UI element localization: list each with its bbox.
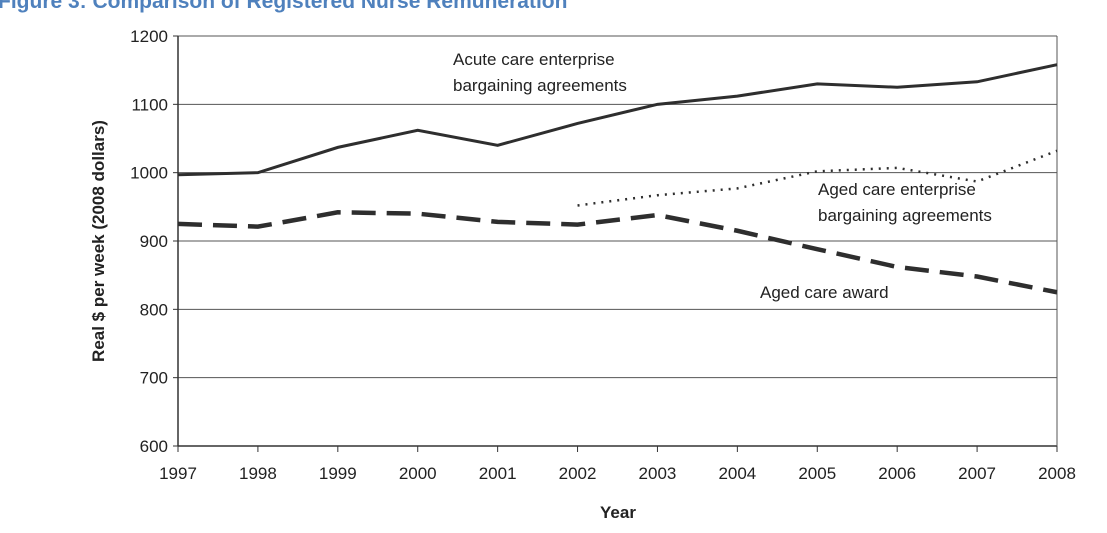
chart-title: Figure 3: Comparison of Registered Nurse… [0,0,567,13]
x-tick-label: 2002 [559,464,597,483]
y-tick-label: 600 [140,437,168,456]
y-tick-label: 1100 [131,95,168,114]
x-tick-label: 1999 [319,464,357,483]
x-tick-label: 2007 [958,464,996,483]
x-tick-label: 2008 [1038,464,1076,483]
y-tick-label: 700 [140,369,168,388]
x-tick-label: 2006 [878,464,916,483]
series-line [177,210,1058,295]
series-line [577,149,1058,207]
y-tick-label: 1200 [130,27,168,46]
x-tick-label: 1997 [159,464,197,483]
x-tick-label: 2003 [639,464,677,483]
x-axis-label: Year [600,503,636,522]
x-tick-label: 2001 [479,464,517,483]
series-label: Acute care enterprise bargaining agreeme… [453,50,627,95]
series-label: Aged care enterprise bargaining agreemen… [818,180,992,225]
x-tick-label: 2000 [399,464,437,483]
y-tick-label: 900 [140,232,168,251]
x-tick-label: 1998 [239,464,277,483]
y-tick-label: 800 [140,300,168,319]
x-tick-label: 2005 [798,464,836,483]
y-axis-label: Real $ per week (2008 dollars) [89,120,108,362]
x-tick-label: 2004 [718,464,756,483]
y-tick-label: 1000 [130,164,168,183]
series-label: Aged care award [760,283,889,302]
series-line [177,63,1058,177]
